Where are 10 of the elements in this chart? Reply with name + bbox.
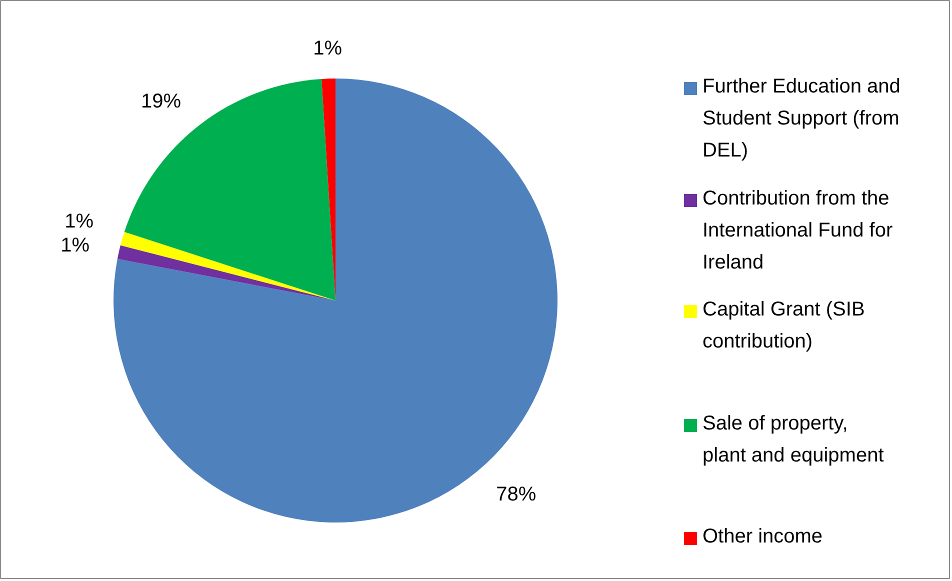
data-label: 1% — [60, 234, 90, 257]
data-label: 1% — [313, 38, 342, 60]
data-label: 78% — [496, 484, 536, 506]
legend-label: Further Education and Student Support (from DEL) — [702, 76, 900, 162]
legend-label: Contribution from the International Fund for Ireland — [702, 188, 893, 274]
data-label: 19% — [141, 90, 182, 112]
data-label: 1% — [64, 210, 94, 233]
legend-label: Sale of property, plant and equipment — [702, 412, 884, 466]
legend-label: Other income — [702, 526, 823, 548]
legend-label: Capital Grant (SIB contribution) — [702, 298, 865, 352]
